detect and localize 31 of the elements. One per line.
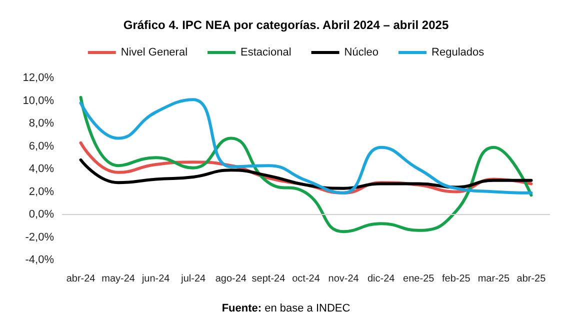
x-tick-label: abr-25 — [516, 274, 546, 284]
x-tick-label: ago-24 — [215, 274, 247, 284]
legend-label: Nivel General — [120, 46, 188, 58]
legend-label: Núcleo — [344, 46, 379, 58]
source-note: Fuente: en base a INDEC — [222, 302, 350, 314]
legend-label: Estacional — [240, 46, 292, 58]
x-tick-label: sept-24 — [252, 274, 286, 284]
legend-label: Regulados — [432, 46, 485, 58]
y-tick-label: 10,0% — [22, 94, 54, 107]
line-series — [79, 96, 533, 234]
line-series — [79, 98, 533, 194]
chart-title: Gráfico 4. IPC NEA por categorías. Abril 2024 – abril 2025 — [123, 18, 449, 32]
line-series — [79, 158, 533, 190]
x-tick-label: abr-24 — [66, 274, 96, 284]
x-tick-label: dic-24 — [367, 274, 396, 284]
y-tick-label: 6,0% — [28, 140, 54, 152]
x-tick-label: feb-25 — [442, 274, 471, 284]
x-tick-label: jul-24 — [180, 274, 206, 284]
y-tick-label: -4,0% — [25, 254, 54, 266]
x-tick-label: may-24 — [102, 274, 136, 284]
y-tick-label: -2,0% — [25, 231, 54, 244]
y-tick-label: 2,0% — [28, 186, 54, 198]
y-tick-label: 8,0% — [28, 118, 54, 130]
y-tick-label: 4,0% — [28, 163, 54, 175]
x-tick-label: oct-24 — [292, 274, 320, 284]
y-tick-label: 0,0% — [28, 208, 54, 220]
x-tick-label: ene-25 — [403, 274, 435, 284]
y-tick-label: 12,0% — [22, 72, 54, 84]
x-tick-label: mar-25 — [478, 274, 510, 284]
x-tick-label: jun-24 — [140, 274, 170, 284]
x-tick-label: nov-24 — [328, 274, 360, 284]
